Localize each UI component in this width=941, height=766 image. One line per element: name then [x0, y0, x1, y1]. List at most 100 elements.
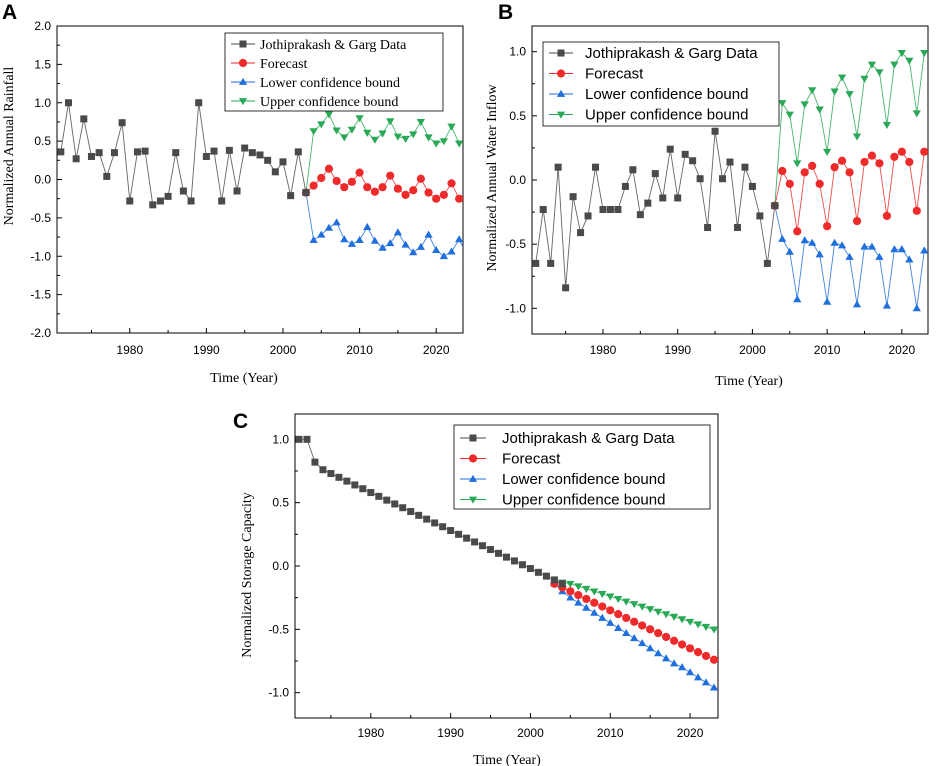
data-point — [463, 534, 471, 542]
y-tick-label: 0.5 — [509, 109, 526, 123]
legend-box — [453, 424, 711, 510]
data-point — [666, 145, 674, 153]
data-point — [399, 504, 407, 512]
data-point — [118, 119, 126, 127]
data-point — [574, 591, 583, 600]
data-point — [447, 527, 455, 535]
data-point — [823, 148, 832, 156]
data-point — [689, 157, 697, 165]
data-point — [709, 655, 718, 664]
data-point — [409, 248, 418, 256]
data-point — [701, 678, 711, 686]
data-point — [621, 182, 629, 190]
data-point — [630, 601, 639, 609]
data-point — [324, 223, 334, 231]
data-point — [659, 194, 667, 202]
data-point — [701, 651, 711, 661]
data-point — [416, 119, 425, 127]
data-point — [110, 149, 118, 157]
x-axis-title: Time (Year) — [473, 753, 541, 766]
legend-marker — [556, 69, 566, 78]
data-point — [375, 492, 383, 500]
x-tick-label: 1990 — [437, 726, 464, 740]
y-axis-title: Normalized Annual Water Inflow — [485, 84, 500, 272]
x-tick-label: 2000 — [270, 343, 297, 357]
data-point — [662, 654, 671, 662]
data-point — [677, 663, 687, 671]
data-point — [808, 161, 817, 170]
data-point — [582, 585, 591, 593]
series-line-square — [535, 131, 776, 288]
x-tick-label: 2020 — [888, 343, 915, 357]
data-point — [845, 168, 854, 177]
data-point — [837, 74, 847, 82]
legend-label: Upper confidence bound — [585, 107, 748, 124]
data-point — [401, 240, 410, 248]
data-point — [72, 155, 80, 163]
series-line-circle — [554, 583, 718, 663]
legend: Jothiprakash & Garg Data Forecast Lower co… — [224, 32, 444, 112]
data-point — [432, 245, 441, 254]
x-tick-label: 1980 — [590, 343, 617, 357]
data-point — [317, 173, 326, 183]
data-point — [681, 150, 689, 158]
data-point — [717, 662, 718, 665]
data-point — [332, 218, 341, 226]
data-point — [670, 636, 679, 645]
legend-marker — [468, 454, 478, 463]
data-point — [845, 91, 854, 99]
data-point — [638, 603, 647, 611]
data-point — [317, 230, 326, 238]
x-tick-label: 2000 — [517, 726, 544, 740]
y-tick-label: -0.5 — [505, 237, 526, 251]
data-point — [852, 216, 862, 226]
legend-marker — [556, 111, 566, 119]
data-point — [614, 610, 623, 619]
data-point — [897, 50, 906, 58]
data-point — [685, 644, 695, 653]
x-tick-label: 2020 — [677, 726, 704, 740]
chart-panel-b: B 1.0 0.5 0.0 -0.5 -1.0 1980 1990 2000 2010 2020 Ti… — [485, 1, 929, 389]
data-point — [479, 542, 487, 550]
data-point — [409, 131, 418, 139]
data-point — [845, 252, 854, 260]
data-point — [778, 166, 787, 176]
data-point — [646, 625, 655, 634]
legend-marker — [239, 40, 247, 48]
y-tick-label: 1.5 — [34, 57, 51, 71]
y-tick-label: 0.5 — [272, 496, 289, 510]
data-point — [393, 184, 402, 193]
data-point — [638, 621, 647, 630]
data-point — [905, 255, 914, 263]
data-point — [311, 458, 319, 466]
legend: Jothiprakash & Garg Data Forecast Lower co… — [453, 424, 711, 510]
data-point — [149, 201, 157, 209]
data-point — [225, 146, 233, 154]
legend-label: Forecast — [585, 66, 644, 83]
data-point — [432, 194, 441, 203]
data-point — [439, 252, 448, 260]
data-point — [210, 147, 218, 155]
y-tick-label: -0.5 — [268, 622, 289, 636]
data-point — [347, 239, 357, 247]
data-point — [654, 649, 663, 657]
data-point — [295, 435, 303, 443]
data-point — [733, 223, 741, 231]
data-point — [370, 136, 380, 144]
data-point — [920, 246, 928, 254]
data-point — [793, 227, 802, 236]
data-point — [407, 508, 415, 516]
data-point — [367, 489, 375, 497]
data-point — [890, 245, 899, 253]
data-point — [156, 197, 164, 205]
data-point — [126, 197, 134, 205]
data-point — [324, 164, 334, 173]
data-point — [347, 126, 357, 134]
data-point — [726, 158, 734, 166]
data-point — [606, 206, 614, 214]
data-point — [614, 206, 622, 214]
series-line-tri-down — [774, 52, 925, 206]
data-point — [654, 608, 663, 616]
legend-marker — [238, 77, 248, 85]
data-point — [785, 179, 794, 188]
